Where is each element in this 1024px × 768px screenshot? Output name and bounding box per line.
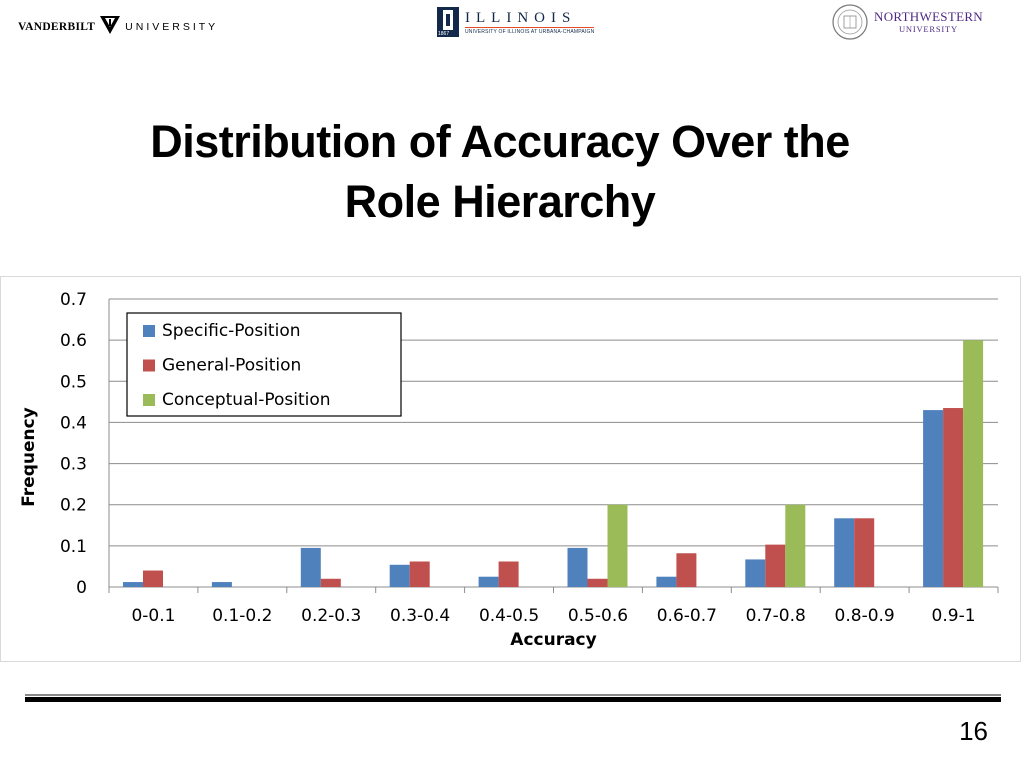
bar-general-position-0 xyxy=(143,570,163,587)
y-tick-label: 0.4 xyxy=(60,413,87,433)
x-tick-label: 0.5-0.6 xyxy=(568,606,628,626)
y-tick-label: 0.7 xyxy=(60,290,87,310)
x-tick-label: 0.4-0.5 xyxy=(479,606,539,626)
northwestern-logo: NORTHWESTERN UNIVERSITY xyxy=(832,4,983,40)
bar-specific-position-9 xyxy=(923,410,944,587)
legend-swatch xyxy=(143,359,155,372)
y-tick-label: 0.5 xyxy=(60,372,87,392)
bar-specific-position-5 xyxy=(567,547,588,587)
legend-label: Specific-Position xyxy=(162,321,301,341)
bar-specific-position-0 xyxy=(123,582,143,587)
bar-specific-position-1 xyxy=(211,582,232,587)
bar-conceptual-position-7 xyxy=(785,504,806,587)
illinois-logo: 1867 ILLINOIS UNIVERSITY OF ILLINOIS AT … xyxy=(437,7,595,37)
vanderbilt-logo: VANDERBILT UNIVERSITY xyxy=(18,14,218,40)
page-number: 16 xyxy=(959,716,988,746)
bar-specific-position-3 xyxy=(389,564,410,587)
northwestern-name: NORTHWESTERN xyxy=(874,9,983,24)
legend-label: General-Position xyxy=(162,356,301,376)
vanderbilt-suffix: UNIVERSITY xyxy=(125,21,219,33)
slide-title-line-2: Role Hierarchy xyxy=(344,176,656,227)
bar-specific-position-4 xyxy=(478,576,499,587)
chart-frame: 0 0.1 0.2 0.3 0.4 0.5 0.6 0.7 0-0.1 0.1-0.2 0.2-0.… xyxy=(0,276,1021,662)
bar-conceptual-position-9 xyxy=(963,340,984,587)
bar-general-position-3 xyxy=(409,561,430,587)
vanderbilt-oak-icon xyxy=(99,15,121,40)
y-tick-label: 0.3 xyxy=(60,455,87,475)
bar-general-position-5 xyxy=(587,578,608,587)
slide-title-line-1: Distribution of Accuracy Over the xyxy=(150,116,850,167)
legend-box xyxy=(126,312,402,417)
bar-general-position-9 xyxy=(943,408,964,587)
y-tick-label: 0.6 xyxy=(60,331,87,351)
x-tick-label: 0-0.1 xyxy=(131,606,175,626)
bar-specific-position-8 xyxy=(834,518,855,587)
bar-specific-position-2 xyxy=(300,547,321,587)
y-axis-title: Frequency xyxy=(19,407,39,507)
bar-general-position-2 xyxy=(320,578,341,587)
slide-title: Distribution of Accuracy Over the Role H… xyxy=(60,112,940,232)
legend-swatch xyxy=(143,394,155,406)
bar-general-position-7 xyxy=(765,544,786,587)
bar-specific-position-7 xyxy=(745,559,766,587)
footer-rule xyxy=(25,697,1001,702)
x-tick-label: 0.7-0.8 xyxy=(746,606,806,626)
y-tick-label: 0.2 xyxy=(60,496,87,516)
footer-rule-shadow xyxy=(25,694,1001,696)
y-tick-label: 0 xyxy=(76,578,87,598)
illinois-subtext: UNIVERSITY OF ILLINOIS AT URBANA-CHAMPAI… xyxy=(465,28,595,35)
legend-label: Conceptual-Position xyxy=(162,390,331,410)
x-tick-label: 0.8-0.9 xyxy=(835,606,895,626)
northwestern-suffix: UNIVERSITY xyxy=(898,24,958,34)
x-axis-title: Accuracy xyxy=(510,630,596,650)
vanderbilt-name: VANDERBILT xyxy=(18,21,96,33)
x-tick-label: 0.9-1 xyxy=(932,606,976,626)
bar-chart: 0 0.1 0.2 0.3 0.4 0.5 0.6 0.7 0-0.1 0.1-0.2 0.2-0.… xyxy=(19,290,999,650)
illinois-year: 1867 xyxy=(438,31,450,37)
bar-general-position-4 xyxy=(498,561,519,587)
y-tick-label: 0.1 xyxy=(60,537,87,557)
x-tick-label: 0.1-0.2 xyxy=(212,606,272,626)
x-tick-label: 0.6-0.7 xyxy=(657,606,717,626)
bar-general-position-6 xyxy=(676,553,697,587)
bar-specific-position-6 xyxy=(656,576,677,587)
bar-conceptual-position-5 xyxy=(607,504,628,587)
x-tick-label: 0.3-0.4 xyxy=(390,606,450,626)
bar-general-position-8 xyxy=(854,518,875,587)
legend-swatch xyxy=(143,325,155,337)
illinois-block-i-icon: 1867 xyxy=(437,7,459,37)
illinois-name: ILLINOIS xyxy=(465,9,577,26)
northwestern-seal-icon xyxy=(832,4,868,40)
x-tick-label: 0.2-0.3 xyxy=(301,606,361,626)
